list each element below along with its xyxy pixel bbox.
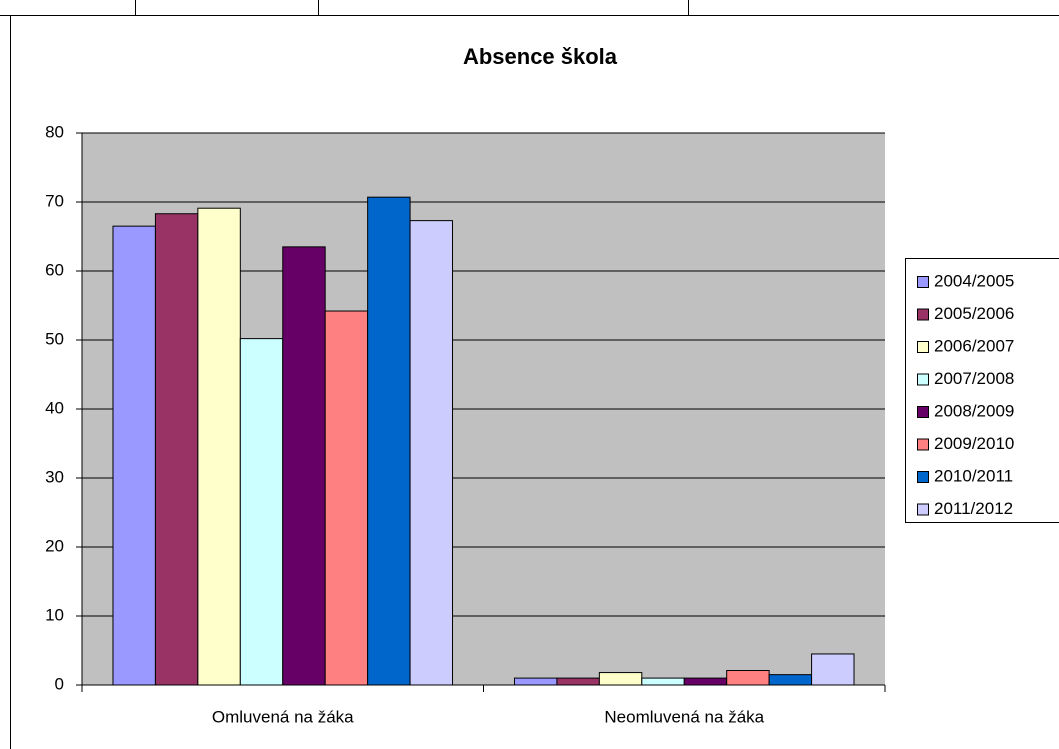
bar [683,677,728,686]
legend-label: 2010/2011 [934,466,1013,485]
y-tick-label: 80 [45,122,64,141]
legend-swatch [917,276,929,288]
y-tick-label: 0 [55,674,64,693]
bar [598,672,643,686]
bar [409,220,454,686]
bar [324,310,369,686]
y-tick-label: 70 [45,191,64,210]
x-tick-label: Omluvená na žáka [212,707,354,726]
legend-swatch [917,406,929,418]
bar [726,670,770,686]
bar [811,653,855,686]
y-tick-label: 50 [45,329,64,348]
bar [513,677,558,686]
bar [239,338,284,686]
bar [154,213,199,686]
legend-swatch [917,503,929,516]
y-tick-label: 10 [45,605,64,624]
y-tick-label: 20 [45,536,64,555]
legend-label: 2005/2006 [934,304,1014,323]
y-tick-label: 40 [45,398,64,417]
bar [197,207,241,686]
x-tick-label: Neomluvená na žáka [604,707,764,726]
legend-label: 2006/2007 [934,336,1014,355]
bar [768,674,813,686]
legend-label: 2007/2008 [934,369,1014,388]
bar [641,677,685,686]
legend-swatch [917,308,929,321]
legend-swatch [917,471,929,483]
bar [556,677,600,686]
bar [367,196,411,686]
legend-swatch [917,438,929,451]
legend-label: 2008/2009 [934,401,1014,420]
y-tick-label: 30 [45,467,64,486]
y-tick-label: 60 [45,260,64,279]
bar [282,246,326,686]
legend-label: 2004/2005 [934,271,1014,290]
legend-label: 2009/2010 [934,434,1014,453]
legend [905,258,1059,523]
sheet-cells [0,0,1059,16]
bar [112,225,156,686]
legend-label: 2011/2012 [934,499,1013,518]
legend-swatch [917,341,929,353]
chart-title: Absence škola [463,44,618,69]
legend-swatch [917,373,929,386]
